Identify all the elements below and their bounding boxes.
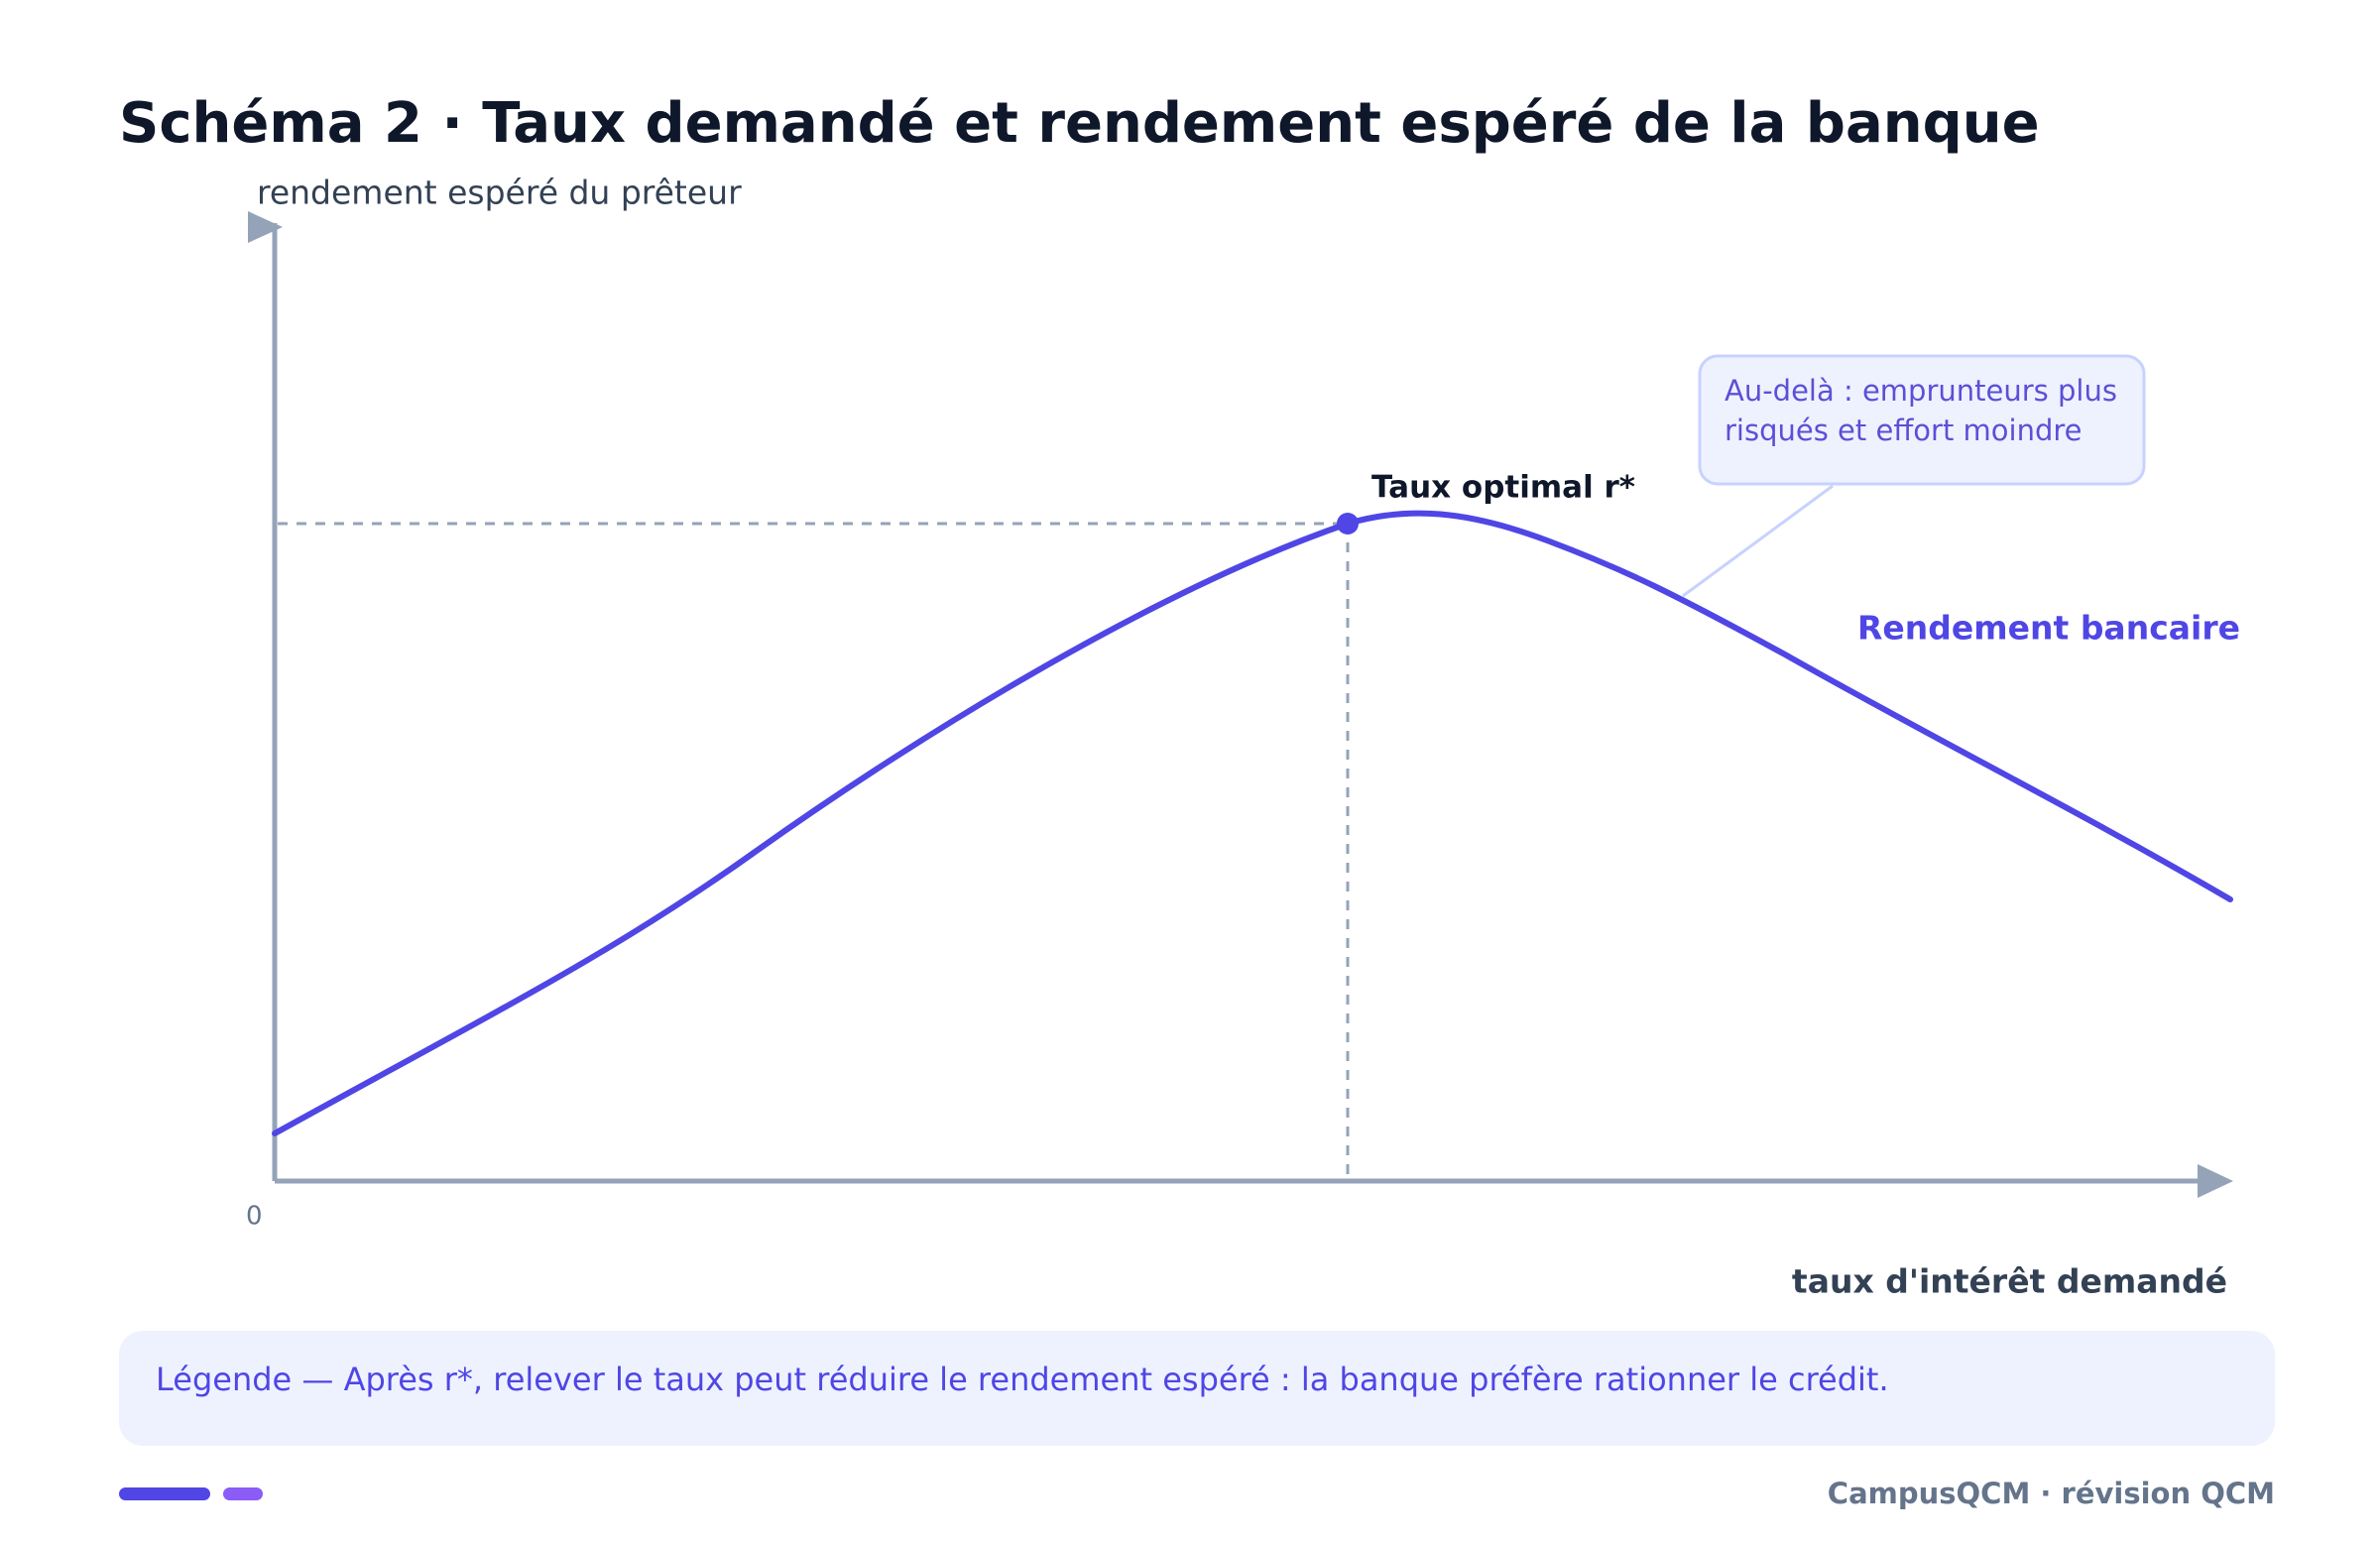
origin-label: 0 — [246, 1202, 263, 1232]
accent-bar — [223, 1487, 263, 1500]
callout-box — [1698, 354, 2146, 486]
x-axis-label: taux d'intérêt demandé — [1792, 1262, 2227, 1301]
accent-bar — [119, 1487, 210, 1500]
legend-text: Légende — Après r*, relever le taux peut… — [156, 1361, 1889, 1398]
optimum-label: Taux optimal r* — [1371, 470, 1635, 506]
callout-text: Au-delà : emprunteurs plus — [1725, 374, 2117, 408]
title: Schéma 2 · Taux demandé et rendement esp… — [119, 91, 2040, 156]
y-axis-label: rendement espéré du prêteur — [257, 174, 742, 212]
y-axis-arrow — [248, 211, 283, 243]
optimum-point — [1337, 513, 1359, 535]
callout-text: risqués et effort moindre — [1725, 414, 2082, 447]
footer: CampusQCM · révision QCM — [1828, 1477, 2275, 1510]
curve-label: Rendement bancaire — [1857, 609, 2240, 648]
curve — [272, 510, 2233, 1136]
callout-connector — [1682, 484, 1834, 598]
x-axis-arrow — [2198, 1164, 2233, 1198]
legend-box — [119, 1331, 2275, 1446]
